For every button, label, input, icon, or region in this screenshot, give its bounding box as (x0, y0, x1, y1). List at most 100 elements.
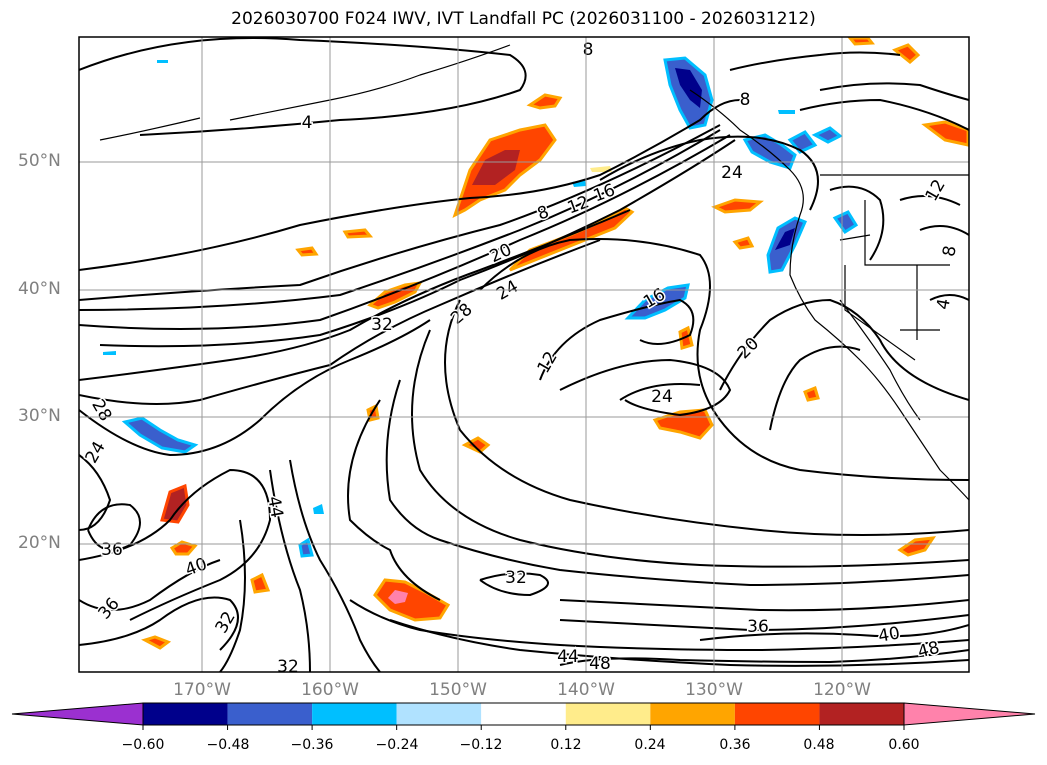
lon-label: 150°W (429, 680, 487, 700)
contour-line (539, 298, 695, 381)
contour-label: 32 (277, 657, 299, 677)
lon-label: 120°W (813, 680, 871, 700)
anomaly-patch (103, 351, 116, 355)
colorbar-tick-label: 0.48 (803, 737, 835, 753)
contour-line (87, 503, 141, 551)
contour-line (479, 238, 969, 481)
lon-label: 170°W (173, 680, 231, 700)
anomaly-patch (803, 385, 820, 402)
anomaly-patch (388, 590, 408, 604)
colorbar-segment (227, 703, 313, 725)
anomaly-patch (313, 504, 324, 514)
contour-line (829, 185, 885, 261)
lon-label: 140°W (557, 680, 615, 700)
contour-label: 8 (939, 244, 961, 258)
contour-line (79, 124, 721, 301)
contour-line (79, 468, 272, 621)
coast-alaska (229, 44, 511, 121)
colorbar-extend-max (903, 702, 1036, 726)
anomaly-patch (624, 283, 690, 320)
lon-label: 130°W (685, 680, 743, 700)
anomaly-patch (367, 281, 423, 310)
contour-line (99, 139, 736, 348)
state-border (839, 234, 871, 241)
anomaly-patch (787, 130, 818, 154)
contour-line (269, 469, 311, 672)
contour-line (819, 82, 969, 101)
anomaly-patch (775, 228, 795, 250)
lat-label: 50°N (18, 151, 61, 171)
colorbar-tick-label: 0.36 (719, 737, 751, 753)
anomaly-patch (590, 166, 612, 172)
contour-label: 24 (721, 163, 743, 183)
colorbar-segment (481, 703, 566, 725)
colorbar-segment (143, 703, 228, 725)
colorbar-frame (142, 702, 905, 726)
contour-label: 12 (565, 192, 592, 218)
colorbar-segment (565, 703, 651, 725)
anomaly-patch (897, 536, 937, 557)
contour-line (699, 624, 969, 641)
map-frame (78, 36, 970, 673)
contour-label: 32 (212, 608, 240, 637)
contour-line (899, 195, 961, 206)
contour-line (559, 649, 969, 666)
state-border (864, 200, 950, 266)
state-border (844, 265, 916, 361)
contour-line (79, 454, 112, 531)
colorbar-segment (650, 703, 735, 725)
contour-label: 8 (740, 90, 751, 110)
anomaly-patch (711, 198, 764, 214)
colorbar-tick-label: 0.12 (550, 737, 582, 753)
contour-line (619, 383, 701, 401)
map-title: 2026030700 F024 IWV, IVT Landfall PC (20… (231, 9, 816, 29)
contour-label: 32 (505, 568, 527, 588)
anomaly-patch (921, 120, 969, 147)
contour-label: 8 (583, 40, 594, 60)
contour-line (559, 614, 969, 632)
anomaly-patch (778, 110, 795, 114)
contour-label: 4 (933, 297, 955, 311)
coast-baja (839, 299, 921, 421)
anomaly-patch (295, 246, 319, 257)
anomaly-patch (811, 126, 843, 144)
anomaly-patch (169, 540, 198, 556)
contour-line (289, 459, 381, 672)
contour-line (79, 99, 741, 271)
contour-line (919, 225, 969, 236)
lon-label: 160°W (301, 680, 359, 700)
contour-line (389, 619, 969, 667)
anomaly-patch (298, 537, 314, 558)
anomaly-patch (526, 93, 563, 110)
colorbar-segment (734, 703, 820, 725)
lat-label: 20°N (18, 533, 61, 553)
colorbar-tick-label: −0.24 (375, 737, 419, 753)
contour-line (79, 37, 527, 136)
coastline (99, 44, 969, 501)
graticule (79, 37, 969, 672)
contour-line (79, 134, 731, 330)
colorbar-tick-label: −0.12 (459, 737, 503, 753)
contour-line (347, 399, 441, 601)
contour-label: 16 (591, 180, 618, 206)
contour-label: 24 (651, 387, 673, 407)
colorbar-tick-label: 0.24 (634, 737, 666, 753)
contour-label: 48 (589, 654, 611, 674)
anomaly-patch (832, 210, 859, 235)
contour-line (385, 379, 969, 587)
contour-label: 40 (877, 623, 902, 646)
anomaly-patch (141, 635, 172, 650)
anomaly-patch (342, 228, 374, 239)
contour-label: 32 (371, 315, 393, 335)
contour-line (479, 572, 549, 597)
contour-line (219, 519, 246, 672)
coast-aleutians (99, 117, 201, 141)
contour-label: 4 (302, 113, 313, 133)
contour-line (79, 596, 239, 651)
colorbar-segment (396, 703, 482, 725)
anomaly-patch (461, 436, 491, 454)
iwv-contours (79, 37, 969, 672)
contour-line (729, 51, 901, 71)
colorbar-tick-label: 0.60 (888, 737, 920, 753)
